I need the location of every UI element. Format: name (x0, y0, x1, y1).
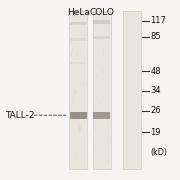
Text: TALL-2: TALL-2 (5, 111, 35, 120)
Bar (107, 137, 109, 143)
Bar (80, 16, 81, 19)
Bar (96, 94, 97, 98)
Bar (83, 115, 84, 120)
Bar (69, 27, 71, 30)
Bar (85, 56, 86, 62)
Bar (72, 99, 73, 103)
Bar (93, 20, 110, 24)
Bar (70, 52, 71, 57)
Bar (77, 108, 78, 113)
Bar (79, 125, 80, 132)
Bar (109, 134, 110, 138)
Bar (83, 53, 84, 56)
Text: 34: 34 (150, 86, 161, 95)
Bar (77, 51, 78, 55)
Bar (86, 59, 87, 61)
Bar (74, 90, 75, 96)
Bar (70, 62, 87, 64)
Bar (75, 90, 76, 94)
Bar (96, 109, 97, 113)
Bar (74, 85, 75, 90)
Text: 48: 48 (150, 67, 161, 76)
Bar (72, 48, 73, 52)
Bar (94, 127, 96, 133)
Bar (70, 42, 71, 46)
Bar (108, 159, 109, 164)
Text: HeLa: HeLa (67, 8, 90, 17)
Bar (93, 106, 94, 113)
Bar (81, 92, 82, 95)
Bar (109, 103, 110, 109)
Bar (73, 91, 74, 98)
Bar (107, 160, 108, 162)
Bar (105, 99, 106, 102)
Text: 85: 85 (150, 32, 161, 41)
Bar (103, 48, 104, 54)
Bar (109, 159, 110, 164)
Bar (110, 123, 111, 126)
Text: (kD): (kD) (150, 148, 167, 157)
Bar (70, 112, 87, 119)
Bar (99, 100, 100, 103)
Bar (84, 88, 85, 94)
Bar (92, 98, 93, 103)
Bar (93, 123, 94, 126)
Bar (102, 67, 103, 73)
Bar (85, 143, 86, 148)
Bar (70, 38, 87, 41)
Bar (93, 36, 110, 39)
Bar (69, 11, 87, 169)
Text: 117: 117 (150, 16, 166, 25)
Bar (93, 112, 110, 119)
Bar (123, 11, 141, 169)
Bar (96, 75, 97, 78)
Bar (80, 82, 81, 86)
Text: 19: 19 (150, 128, 161, 137)
Bar (92, 31, 93, 38)
Bar (76, 155, 77, 159)
Bar (83, 82, 84, 86)
Bar (106, 27, 107, 32)
Bar (109, 36, 110, 38)
Bar (86, 79, 87, 84)
Text: COLO: COLO (89, 8, 114, 17)
Bar (70, 22, 87, 25)
Bar (103, 13, 104, 20)
Text: 26: 26 (150, 106, 161, 115)
Bar (93, 11, 111, 169)
Bar (102, 113, 103, 119)
Bar (102, 141, 103, 143)
Bar (71, 111, 72, 115)
Bar (93, 144, 94, 145)
